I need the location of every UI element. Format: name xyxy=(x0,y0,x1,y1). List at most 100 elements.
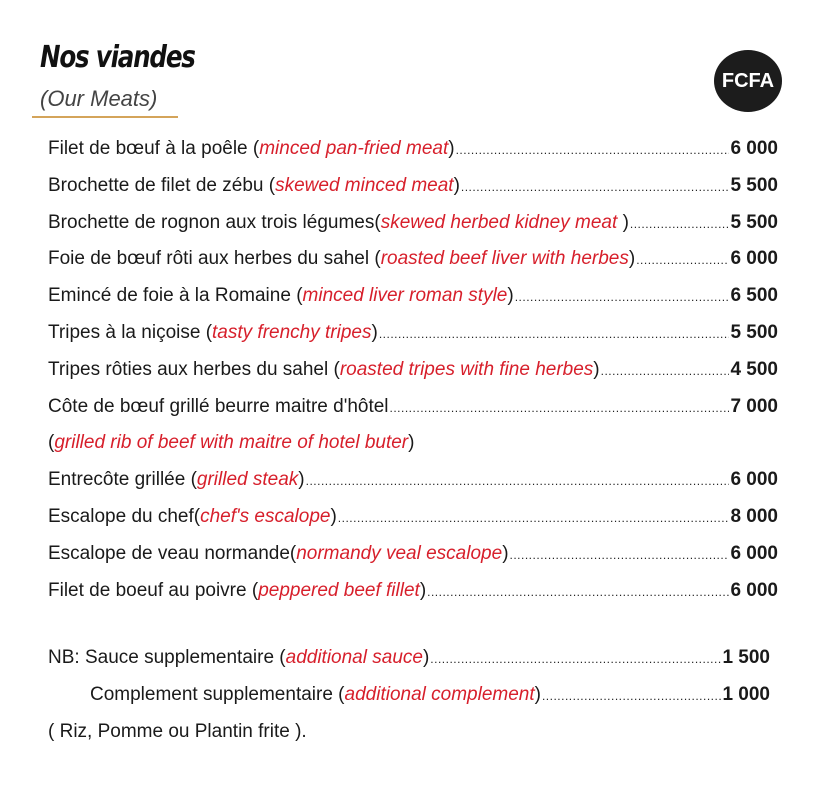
menu-notes: NB: Sauce supplementaire (additional sau… xyxy=(48,647,770,757)
dot-leader xyxy=(510,548,730,562)
menu-item: Brochette de rognon aux trois légumes(sk… xyxy=(48,212,778,249)
item-translation: additional complement xyxy=(344,683,535,705)
item-name-wrap: Entrecôte grillée (grilled steak) xyxy=(48,469,305,491)
dot-leader xyxy=(379,327,730,341)
item-name: Tripes à la niçoise ( xyxy=(48,321,213,343)
note-row: NB: Sauce supplementaire (additional sau… xyxy=(48,647,770,684)
menu-item: Emincé de foie à la Romaine (minced live… xyxy=(48,285,778,322)
item-name: Brochette de rognon aux trois légumes( xyxy=(48,211,381,233)
item-price: 6 500 xyxy=(730,285,778,307)
item-name-wrap: Tripes rôties aux herbes du sahel (roast… xyxy=(48,359,600,381)
item-translation: chef's escalope xyxy=(200,505,331,527)
dot-leader xyxy=(427,585,729,599)
item-translation: skewed minced meat xyxy=(275,174,454,196)
item-translation: normandy veal escalope xyxy=(296,542,503,564)
item-name-wrap: Tripes à la niçoise (tasty frenchy tripe… xyxy=(48,322,378,344)
item-price: 1 500 xyxy=(722,647,770,668)
item-paren: ) xyxy=(534,683,541,705)
item-name: Filet de bœuf à la poêle ( xyxy=(48,138,260,159)
item-name: Brochette de filet de zébu ( xyxy=(48,174,276,196)
item-name-wrap: Brochette de rognon aux trois légumes(sk… xyxy=(48,212,629,234)
item-translation: peppered beef fillet xyxy=(258,579,420,601)
item-price: 1 000 xyxy=(722,683,770,705)
item-name-wrap: Foie de bœuf rôti aux herbes du sahel (r… xyxy=(48,248,635,270)
section-title: Nos viandes xyxy=(40,40,196,75)
item-paren: ) xyxy=(298,469,305,491)
currency-badge: FCFA xyxy=(714,50,782,112)
menu-item: Filet de boeuf au poivre (peppered beef … xyxy=(48,580,778,617)
item-name-wrap: ( Riz, Pomme ou Plantin frite ). xyxy=(48,721,307,743)
item-name: Complement supplementaire ( xyxy=(90,683,345,705)
item-translation: grilled steak xyxy=(196,469,299,491)
item-price: 5 500 xyxy=(730,174,778,196)
dot-leader xyxy=(461,180,730,194)
menu-item: Escalope de veau normande(normandy veal … xyxy=(48,543,778,580)
item-paren: ) xyxy=(419,579,427,601)
item-name: ( Riz, Pomme ou Plantin frite ). xyxy=(48,720,307,742)
item-price: 5 500 xyxy=(730,211,778,233)
item-translation: skewed herbed kidney meat xyxy=(380,211,623,233)
item-price: 8 000 xyxy=(730,505,778,527)
dot-leader xyxy=(390,401,730,415)
section-subtitle: (Our Meats) xyxy=(40,86,158,111)
item-name: Foie de bœuf rôti aux herbes du sahel ( xyxy=(48,248,381,270)
note-row: ( Riz, Pomme ou Plantin frite ). xyxy=(48,721,770,758)
menu-item: Tripes rôties aux herbes du sahel (roast… xyxy=(48,359,778,396)
item-translation: roasted beef liver with herbes xyxy=(380,248,629,270)
dot-leader xyxy=(515,290,730,304)
item-name: NB: Sauce supplementaire ( xyxy=(48,647,286,668)
item-paren: ) xyxy=(408,432,415,454)
menu-item: Côte de bœuf grillé beurre maitre d'hôte… xyxy=(48,396,778,433)
dot-leader xyxy=(636,253,729,267)
item-name-wrap: Escalope du chef(chef's escalope) xyxy=(48,506,337,528)
item-price: 7 000 xyxy=(730,395,778,417)
menu-item: Escalope du chef(chef's escalope) 8 000 xyxy=(48,506,778,543)
item-paren: ) xyxy=(622,211,629,233)
item-paren: ) xyxy=(507,285,514,307)
item-translation: minced liver roman style xyxy=(302,285,508,307)
dot-leader xyxy=(542,689,721,703)
title-underline xyxy=(32,116,178,118)
item-paren: ) xyxy=(371,321,378,343)
item-price: 6 000 xyxy=(730,248,778,270)
note-row: Complement supplementaire (additional co… xyxy=(48,684,770,721)
item-name-wrap: Côte de bœuf grillé beurre maitre d'hôte… xyxy=(48,396,389,418)
menu-item: Brochette de filet de zébu (skewed mince… xyxy=(48,175,778,212)
item-name-wrap: Escalope de veau normande(normandy veal … xyxy=(48,543,509,565)
item-price: 4 500 xyxy=(730,358,778,380)
item-name-wrap: Filet de bœuf à la poêle (minced pan-fri… xyxy=(48,138,455,160)
item-paren: ) xyxy=(448,138,455,159)
item-translation: roasted tripes with fine herbes xyxy=(339,358,594,380)
item-name: Escalope de veau normande( xyxy=(48,542,297,564)
item-paren: ) xyxy=(593,358,600,380)
item-name: Tripes rôties aux herbes du sahel ( xyxy=(48,358,340,380)
item-name-wrap: (grilled rib of beef with maitre of hote… xyxy=(48,432,414,454)
menu-items: Filet de bœuf à la poêle (minced pan-fri… xyxy=(48,138,778,616)
item-translation: grilled rib of beef with maitre of hotel… xyxy=(54,432,409,454)
item-translation: additional sauce xyxy=(285,647,423,668)
item-paren: ) xyxy=(453,174,460,196)
dot-leader xyxy=(456,143,730,157)
item-name-wrap: Emincé de foie à la Romaine (minced live… xyxy=(48,285,514,307)
dot-leader xyxy=(338,511,730,525)
item-name: Côte de bœuf grillé beurre maitre d'hôte… xyxy=(48,395,389,417)
menu-item: Entrecôte grillée (grilled steak) 6 000 xyxy=(48,469,778,506)
item-paren: ) xyxy=(628,248,636,270)
item-name: ( xyxy=(48,432,55,454)
menu-item: (grilled rib of beef with maitre of hote… xyxy=(48,432,778,469)
item-translation: minced pan-fried meat xyxy=(259,138,449,159)
item-paren: ) xyxy=(422,647,430,668)
item-name-wrap: NB: Sauce supplementaire (additional sau… xyxy=(48,647,429,669)
item-price: 5 500 xyxy=(730,321,778,343)
item-price: 6 000 xyxy=(730,542,778,564)
item-translation: tasty frenchy tripes xyxy=(212,321,372,343)
item-paren: ) xyxy=(330,505,337,527)
dot-leader xyxy=(601,364,730,378)
item-name: Filet de boeuf au poivre ( xyxy=(48,579,259,601)
dot-leader xyxy=(306,474,730,488)
item-name-wrap: Complement supplementaire (additional co… xyxy=(90,684,541,706)
menu-item: Tripes à la niçoise (tasty frenchy tripe… xyxy=(48,322,778,359)
dot-leader xyxy=(430,652,721,666)
item-name: Emincé de foie à la Romaine ( xyxy=(48,285,303,307)
item-price: 6 000 xyxy=(730,138,778,159)
